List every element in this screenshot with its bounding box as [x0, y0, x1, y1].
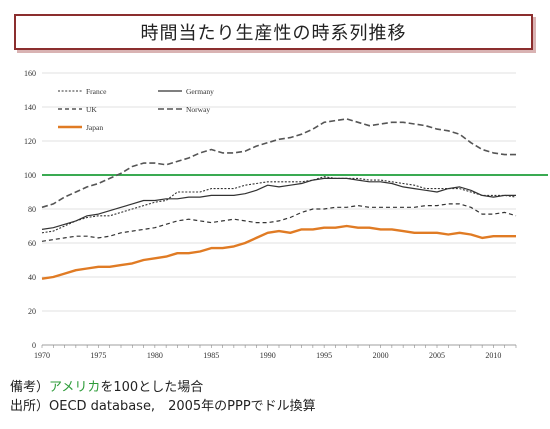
y-tick-label-20: 20 [28, 307, 36, 316]
y-tick-label-0: 0 [32, 341, 36, 350]
series-line-japan [41, 224, 516, 280]
series-line-germany [41, 177, 516, 230]
y-tick-label-160: 160 [24, 69, 36, 78]
legend-label-japan: Japan [86, 123, 103, 132]
note-remarks-prefix: 備考） [10, 380, 50, 395]
x-tick-label-2000: 2000 [373, 351, 389, 360]
y-tick-label-120: 120 [24, 137, 36, 146]
note-source: 出所）OECD database, 2005年のPPPでドル換算 [10, 399, 316, 414]
x-tick-label-1990: 1990 [260, 351, 276, 360]
y-tick-label-100: 100 [24, 171, 36, 180]
chart-area: 0 20 40 60 80 100 120 140 160 1970 1975 1980 1985 199… [24, 69, 548, 360]
series-line-uk [41, 203, 517, 242]
x-tick-label-2005: 2005 [429, 351, 445, 360]
x-tick-label-1980: 1980 [147, 351, 163, 360]
series-line-norway [41, 118, 516, 209]
legend-label-germany: Germany [186, 87, 214, 96]
y-tick-label-140: 140 [24, 103, 36, 112]
y-tick-label-60: 60 [28, 239, 36, 248]
x-tick-label-2010: 2010 [485, 351, 501, 360]
chart-title: 時間当たり生産性の時系列推移 [140, 23, 407, 44]
y-tick-label-80: 80 [28, 205, 36, 214]
legend-label-norway: Norway [186, 105, 210, 114]
x-tick-label-1985: 1985 [203, 351, 219, 360]
note-remarks: 備考）アメリカを100とした場合 [10, 378, 316, 397]
note-remarks-suffix: を100とした場合 [100, 380, 204, 395]
title-box: 時間当たり生産性の時系列推移 [14, 14, 533, 50]
legend-label-uk: UK [86, 105, 97, 114]
series-line-france [41, 176, 517, 234]
y-tick-label-40: 40 [28, 273, 36, 282]
x-tick-label-1975: 1975 [90, 351, 106, 360]
notes: 備考）アメリカを100とした場合 出所）OECD database, 2005年… [10, 378, 316, 416]
x-tick-label-1995: 1995 [316, 351, 332, 360]
legend-label-france: France [86, 87, 107, 96]
x-tick-label-1970: 1970 [34, 351, 50, 360]
note-remarks-highlight: アメリカ [49, 380, 101, 395]
